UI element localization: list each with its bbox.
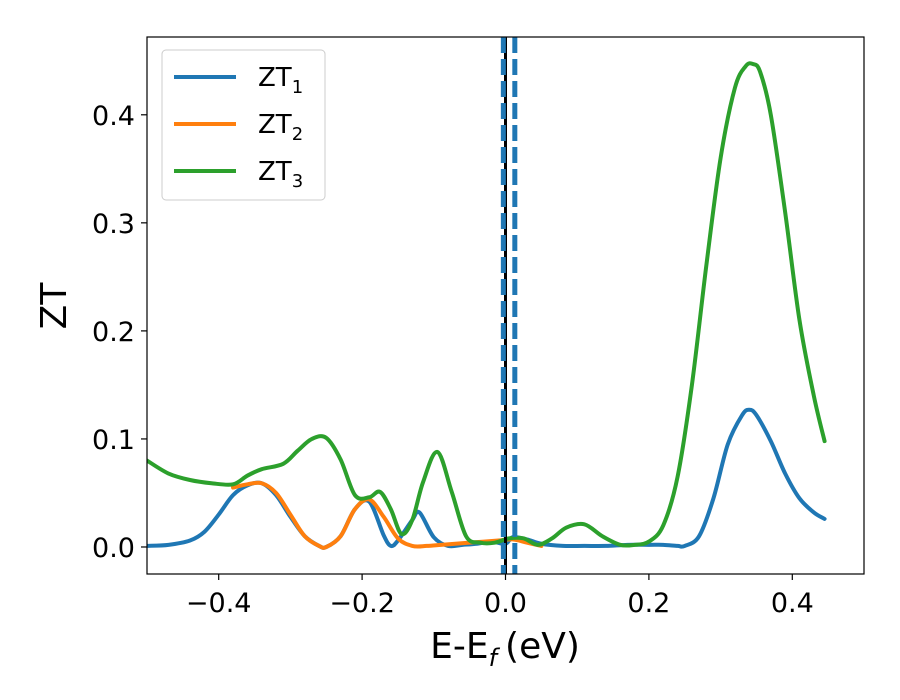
ticks-layer: −0.4 −0.2 0.0 0.2 0.4 0.0 0.1 0.2 0.3 0.4: [92, 101, 814, 619]
x-axis-label-main: E-E: [430, 626, 488, 667]
legend-label-zt2: ZT2: [258, 110, 303, 145]
series-line-zt2: [231, 480, 544, 550]
legend-label-zt3: ZT3: [258, 157, 303, 192]
y-tick-label: 0.0: [92, 533, 135, 564]
y-axis-label: ZT: [34, 282, 75, 330]
y-tick-label: 0.2: [92, 317, 135, 348]
x-axis-label-subscript: f: [489, 644, 501, 672]
x-tick-label: 0.4: [771, 588, 814, 619]
legend: ZT1 ZT2 ZT3: [161, 49, 326, 201]
x-axis-label-unit: (eV): [505, 626, 580, 667]
x-tick-label: 0.2: [627, 588, 670, 619]
x-axis-label: E-Ef (eV): [430, 626, 580, 672]
plot-area: [147, 37, 827, 574]
legend-box: [161, 49, 326, 201]
y-tick-label: 0.1: [92, 425, 135, 456]
series-line-zt1: [147, 407, 827, 550]
legend-label-zt1: ZT1: [258, 63, 303, 98]
x-tick-label: 0.0: [484, 588, 527, 619]
y-tick-label: 0.3: [92, 209, 135, 240]
x-tick-label: −0.2: [329, 588, 395, 619]
series-line-zt3: [147, 61, 827, 548]
plot-frame: [146, 36, 865, 575]
x-tick-label: −0.4: [186, 588, 252, 619]
y-tick-label: 0.4: [92, 101, 135, 132]
